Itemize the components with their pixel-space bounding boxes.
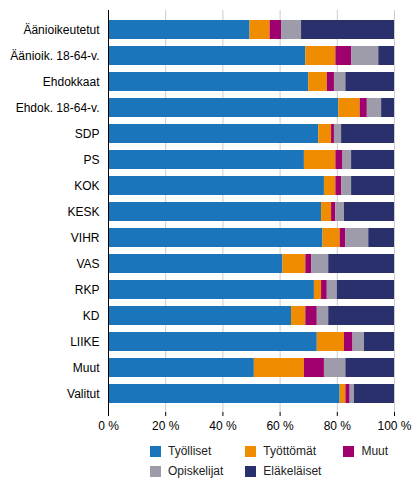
- svg-text:40 %: 40 %: [209, 419, 237, 433]
- svg-text:Muut: Muut: [73, 361, 100, 375]
- svg-text:80 %: 80 %: [324, 419, 352, 433]
- svg-text:Äänioikeutetut: Äänioikeutetut: [23, 23, 100, 37]
- svg-text:KOK: KOK: [74, 179, 99, 193]
- svg-text:RKP: RKP: [75, 283, 100, 297]
- svg-text:VAS: VAS: [76, 257, 99, 271]
- svg-text:Äänioik. 18-64-v.: Äänioik. 18-64-v.: [10, 49, 99, 63]
- svg-text:Valitut: Valitut: [67, 387, 100, 401]
- html-text:Eläkeläiset: Eläkeläiset: [263, 464, 322, 478]
- svg-text:KESK: KESK: [67, 205, 99, 219]
- html-text:Opiskelijat: Opiskelijat: [168, 464, 224, 478]
- html-text:Muut: Muut: [361, 444, 389, 458]
- svg-text:100 %: 100 %: [377, 419, 411, 433]
- svg-text:SDP: SDP: [75, 127, 100, 141]
- svg-text:0 %: 0 %: [98, 419, 119, 433]
- html-text:Työttömät: Työttömät: [263, 444, 316, 458]
- svg-text:60 %: 60 %: [266, 419, 294, 433]
- svg-text:PS: PS: [83, 153, 99, 167]
- html-text:Työlliset: Työlliset: [168, 444, 212, 458]
- svg-text:VIHR: VIHR: [71, 231, 100, 245]
- svg-text:KD: KD: [83, 309, 100, 323]
- svg-text:LIIKE: LIIKE: [70, 335, 99, 349]
- svg-text:Ehdokkaat: Ehdokkaat: [43, 75, 100, 89]
- svg-text:20 %: 20 %: [152, 419, 180, 433]
- svg-text:Ehdok. 18-64-v.: Ehdok. 18-64-v.: [16, 101, 100, 115]
